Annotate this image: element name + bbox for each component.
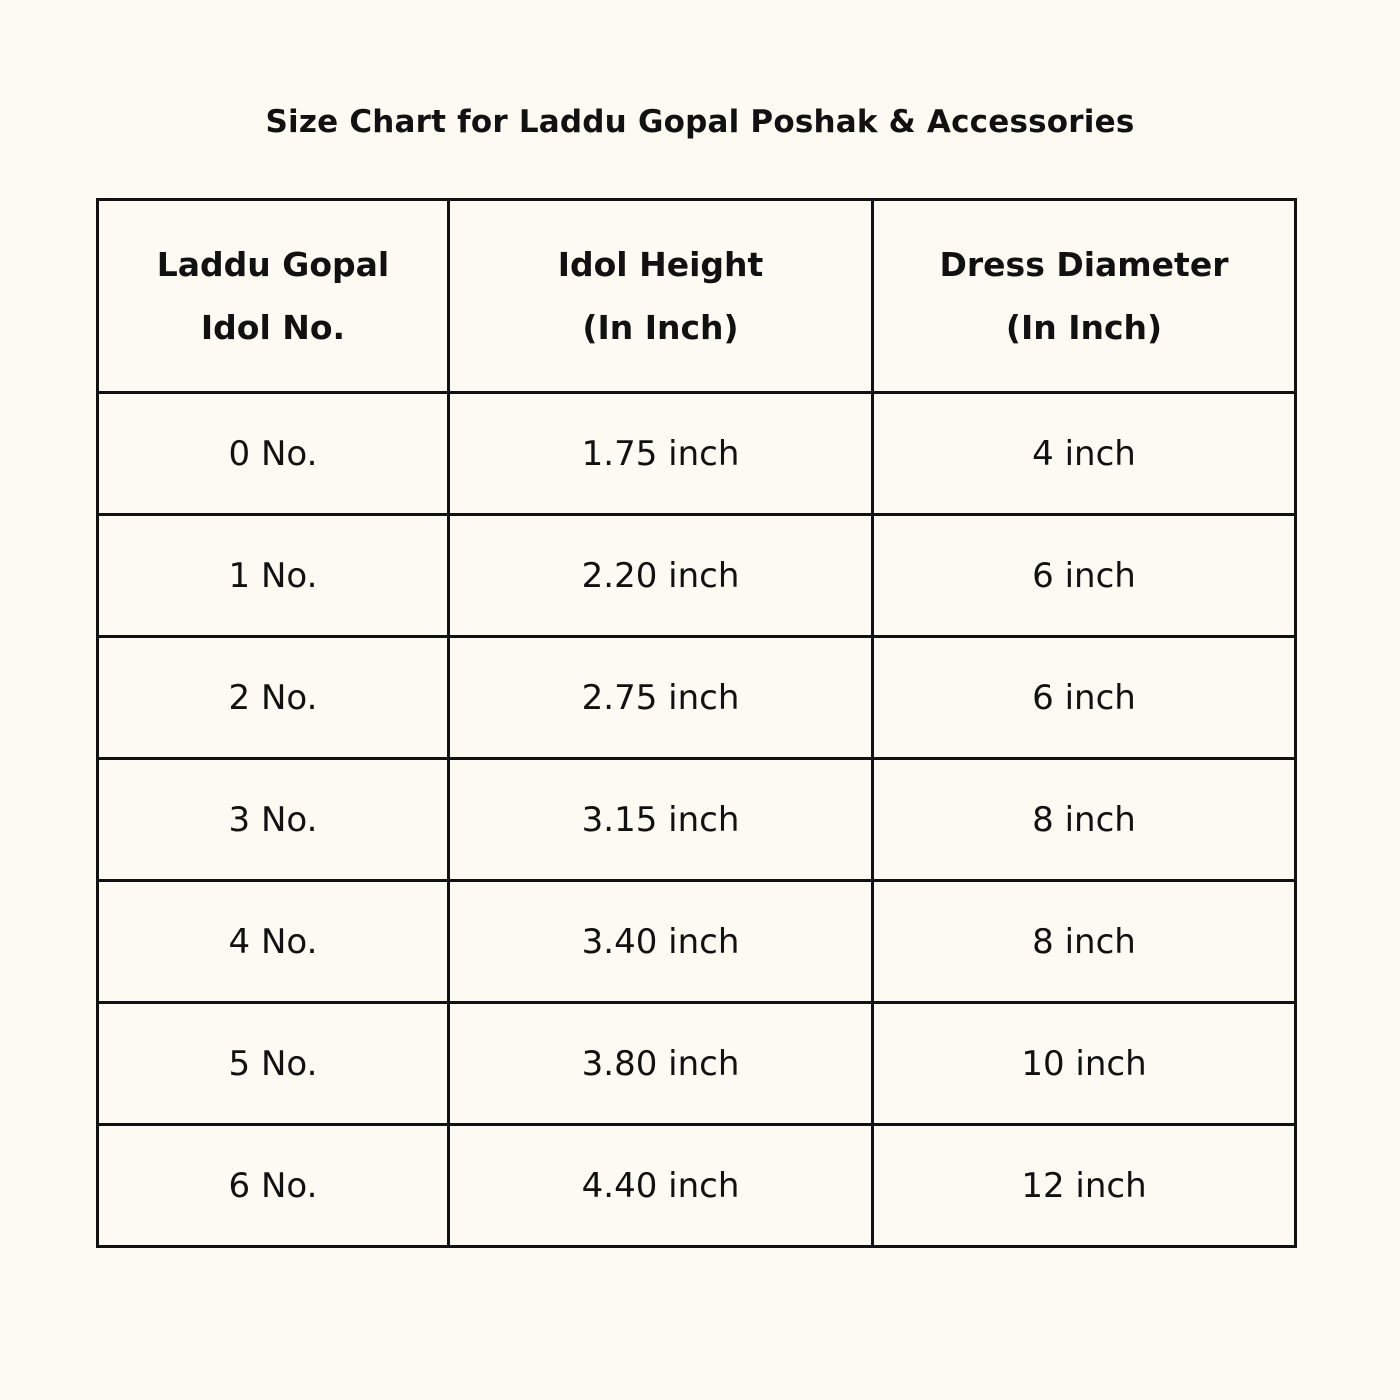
cell-dress-diameter: 8 inch xyxy=(871,757,1297,882)
cell-idol-height: 3.15 inch xyxy=(447,757,874,882)
cell-dress-diameter: 12 inch xyxy=(871,1123,1297,1248)
header-line: Dress Diameter xyxy=(939,245,1229,284)
cell-idol-no: 0 No. xyxy=(96,391,450,516)
cell-idol-no: 2 No. xyxy=(96,635,450,760)
header-idol-height: Idol Height (In Inch) xyxy=(447,198,874,394)
cell-idol-no: 3 No. xyxy=(96,757,450,882)
cell-idol-no: 6 No. xyxy=(96,1123,450,1248)
header-idol-no: Laddu Gopal Idol No. xyxy=(96,198,450,394)
table-row: 3 No. 3.15 inch 8 inch xyxy=(96,757,1297,882)
cell-dress-diameter: 8 inch xyxy=(871,879,1297,1004)
table-row: 0 No. 1.75 inch 4 inch xyxy=(96,391,1297,516)
table-row: 2 No. 2.75 inch 6 inch xyxy=(96,635,1297,760)
header-line: Laddu Gopal xyxy=(156,245,390,284)
size-chart-table: Laddu Gopal Idol No. Idol Height (In Inc… xyxy=(96,198,1297,1248)
cell-dress-diameter: 10 inch xyxy=(871,1001,1297,1126)
cell-dress-diameter: 6 inch xyxy=(871,513,1297,638)
cell-idol-no: 4 No. xyxy=(96,879,450,1004)
cell-idol-height: 1.75 inch xyxy=(447,391,874,516)
table-row: 6 No. 4.40 inch 12 inch xyxy=(96,1123,1297,1248)
cell-dress-diameter: 6 inch xyxy=(871,635,1297,760)
header-line: (In Inch) xyxy=(1005,308,1163,347)
cell-idol-no: 5 No. xyxy=(96,1001,450,1126)
page-title: Size Chart for Laddu Gopal Poshak & Acce… xyxy=(265,104,1135,140)
cell-idol-height: 4.40 inch xyxy=(447,1123,874,1248)
cell-idol-height: 3.80 inch xyxy=(447,1001,874,1126)
table-row: 1 No. 2.20 inch 6 inch xyxy=(96,513,1297,638)
cell-idol-height: 2.75 inch xyxy=(447,635,874,760)
header-line: Idol Height xyxy=(557,245,764,284)
header-line: Idol No. xyxy=(200,308,346,347)
header-line: (In Inch) xyxy=(582,308,739,347)
table-row: 4 No. 3.40 inch 8 inch xyxy=(96,879,1297,1004)
table-header-row: Laddu Gopal Idol No. Idol Height (In Inc… xyxy=(96,198,1297,394)
table-row: 5 No. 3.80 inch 10 inch xyxy=(96,1001,1297,1126)
cell-idol-height: 3.40 inch xyxy=(447,879,874,1004)
cell-idol-no: 1 No. xyxy=(96,513,450,638)
cell-idol-height: 2.20 inch xyxy=(447,513,874,638)
cell-dress-diameter: 4 inch xyxy=(871,391,1297,516)
header-dress-diameter: Dress Diameter (In Inch) xyxy=(871,198,1297,394)
